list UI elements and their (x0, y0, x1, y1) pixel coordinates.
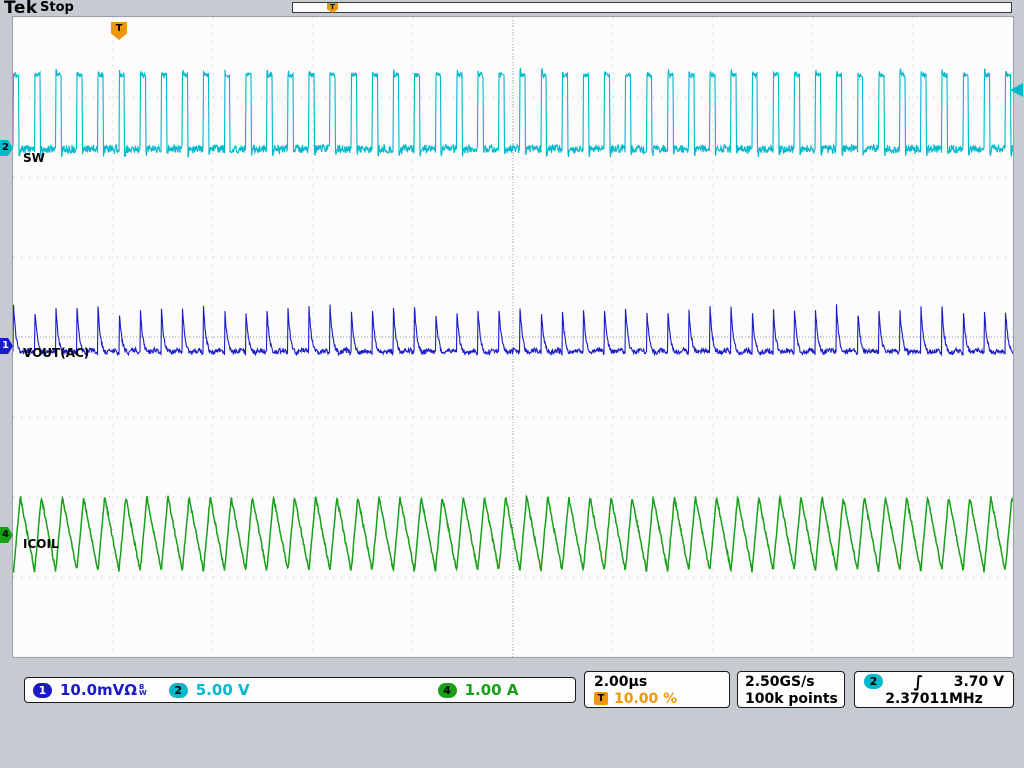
channel-2-badge: 2 (168, 682, 188, 698)
channel-1-scale: 10.0mVΩ (60, 681, 138, 699)
trigger-frequency-readout: 2.37011MHz (885, 690, 983, 707)
trigger-position-marker-icon: T (111, 22, 127, 40)
sample-rate-readout: 2.50GS/s (745, 673, 815, 690)
graticule: T SW VOUT(AC) ICOIL (12, 16, 1014, 658)
trigger-source-badge: 2 (864, 674, 883, 689)
trace-vout-ac- (13, 304, 1013, 357)
channel-4-ground-marker: 4 (0, 527, 13, 543)
waveform-display (13, 17, 1013, 657)
trigger-t-badge: T (594, 692, 608, 705)
timebase-readout: 2.00µs (594, 673, 648, 690)
channel-1-badge: 1 (33, 682, 52, 698)
rising-edge-icon: ∫ (913, 672, 924, 691)
channel-2-scale: 5.00 V (195, 681, 250, 699)
tek-logo: Tek (4, 0, 38, 18)
record-trigger-position-icon: T (327, 3, 338, 13)
waveform-label-sw: SW (23, 151, 45, 165)
channel-2-ground-marker: 2 (0, 140, 13, 156)
channel-4-scale: 1.00 A (464, 681, 519, 699)
trace-icoil (13, 493, 1013, 573)
channel-1-ground-marker: 1 (0, 338, 13, 354)
waveform-label-vout-ac: VOUT(AC) (23, 346, 90, 360)
trigger-level-readout: 3.70 V (953, 673, 1004, 690)
trace-sw (13, 67, 1013, 159)
channel-4-badge: 4 (437, 682, 457, 698)
horizontal-readout-box: 2.00µs T 10.00 % (584, 671, 730, 708)
waveform-label-icoil: ICOIL (23, 537, 59, 551)
record-length-readout: 100k points (745, 690, 838, 707)
acquisition-status: Stop (40, 0, 74, 15)
acquisition-readout-box: 2.50GS/s 100k points (737, 671, 845, 708)
trigger-readout-box: 2 ∫ 3.70 V 2.37011MHz (854, 671, 1014, 708)
record-view-bar: T (292, 2, 1012, 13)
trigger-position-readout: 10.00 % (614, 690, 678, 707)
